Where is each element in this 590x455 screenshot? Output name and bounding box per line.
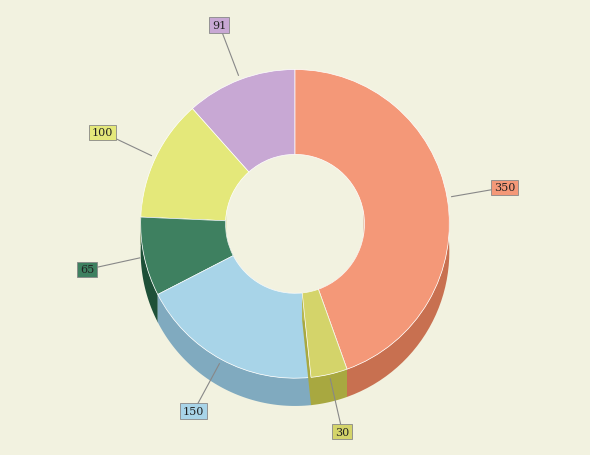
Text: 350: 350 — [494, 183, 516, 193]
Polygon shape — [319, 289, 347, 397]
Polygon shape — [347, 202, 450, 397]
Polygon shape — [311, 369, 347, 405]
Polygon shape — [233, 256, 302, 321]
Polygon shape — [302, 293, 311, 405]
Text: 91: 91 — [212, 21, 227, 31]
Polygon shape — [319, 214, 365, 317]
Polygon shape — [141, 217, 225, 249]
Text: 150: 150 — [183, 406, 204, 416]
Text: 30: 30 — [335, 427, 349, 436]
Polygon shape — [319, 289, 347, 397]
Polygon shape — [225, 221, 233, 284]
Polygon shape — [141, 217, 225, 249]
Wedge shape — [158, 256, 311, 379]
Polygon shape — [158, 256, 233, 323]
Polygon shape — [225, 215, 226, 249]
Text: 65: 65 — [80, 265, 94, 275]
Polygon shape — [302, 289, 319, 321]
Wedge shape — [295, 71, 450, 369]
Polygon shape — [141, 203, 142, 245]
Polygon shape — [158, 295, 311, 406]
Polygon shape — [140, 217, 158, 323]
Polygon shape — [158, 256, 233, 323]
Text: 100: 100 — [92, 128, 113, 138]
Wedge shape — [140, 217, 233, 295]
Polygon shape — [302, 293, 311, 405]
Wedge shape — [302, 289, 347, 378]
Wedge shape — [141, 109, 249, 221]
Wedge shape — [192, 71, 295, 172]
